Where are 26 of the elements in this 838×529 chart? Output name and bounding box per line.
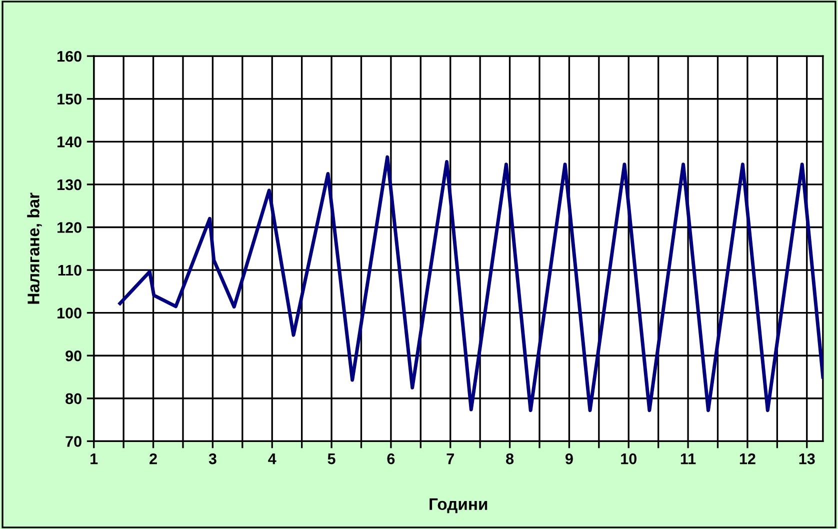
x-tick-label: 6 (387, 453, 395, 464)
y-tick-label: 90 (66, 350, 82, 362)
x-tick-label: 2 (150, 453, 157, 464)
y-tick-label: 160 (58, 50, 82, 62)
x-tick-label: 8 (506, 453, 514, 464)
x-tick-label: 10 (621, 453, 636, 464)
y-tick-label: 140 (58, 136, 82, 148)
x-axis-title: Години (430, 498, 488, 514)
x-tick-label: 1 (90, 454, 98, 464)
x-tick-label: 9 (565, 453, 573, 464)
x-tick-label: 11 (680, 454, 696, 464)
y-tick-label: 150 (58, 94, 82, 105)
y-tick-label: 120 (58, 222, 82, 233)
x-tick-label: 4 (268, 454, 276, 464)
y-tick-label: 100 (58, 308, 82, 318)
y-axis-title: Налягане, bar (27, 192, 42, 304)
x-tick-label: 13 (799, 453, 815, 464)
x-tick-label: 5 (328, 454, 336, 464)
x-tick-label: 7 (446, 454, 454, 464)
line-series (118, 155, 823, 412)
x-tick-label: 12 (740, 453, 756, 464)
y-tick-label: 110 (58, 264, 82, 276)
y-tick-label: 130 (58, 179, 82, 190)
x-tick-label: 3 (208, 453, 216, 464)
y-tick-label: 70 (66, 436, 82, 447)
y-tick-label: 80 (66, 393, 82, 404)
